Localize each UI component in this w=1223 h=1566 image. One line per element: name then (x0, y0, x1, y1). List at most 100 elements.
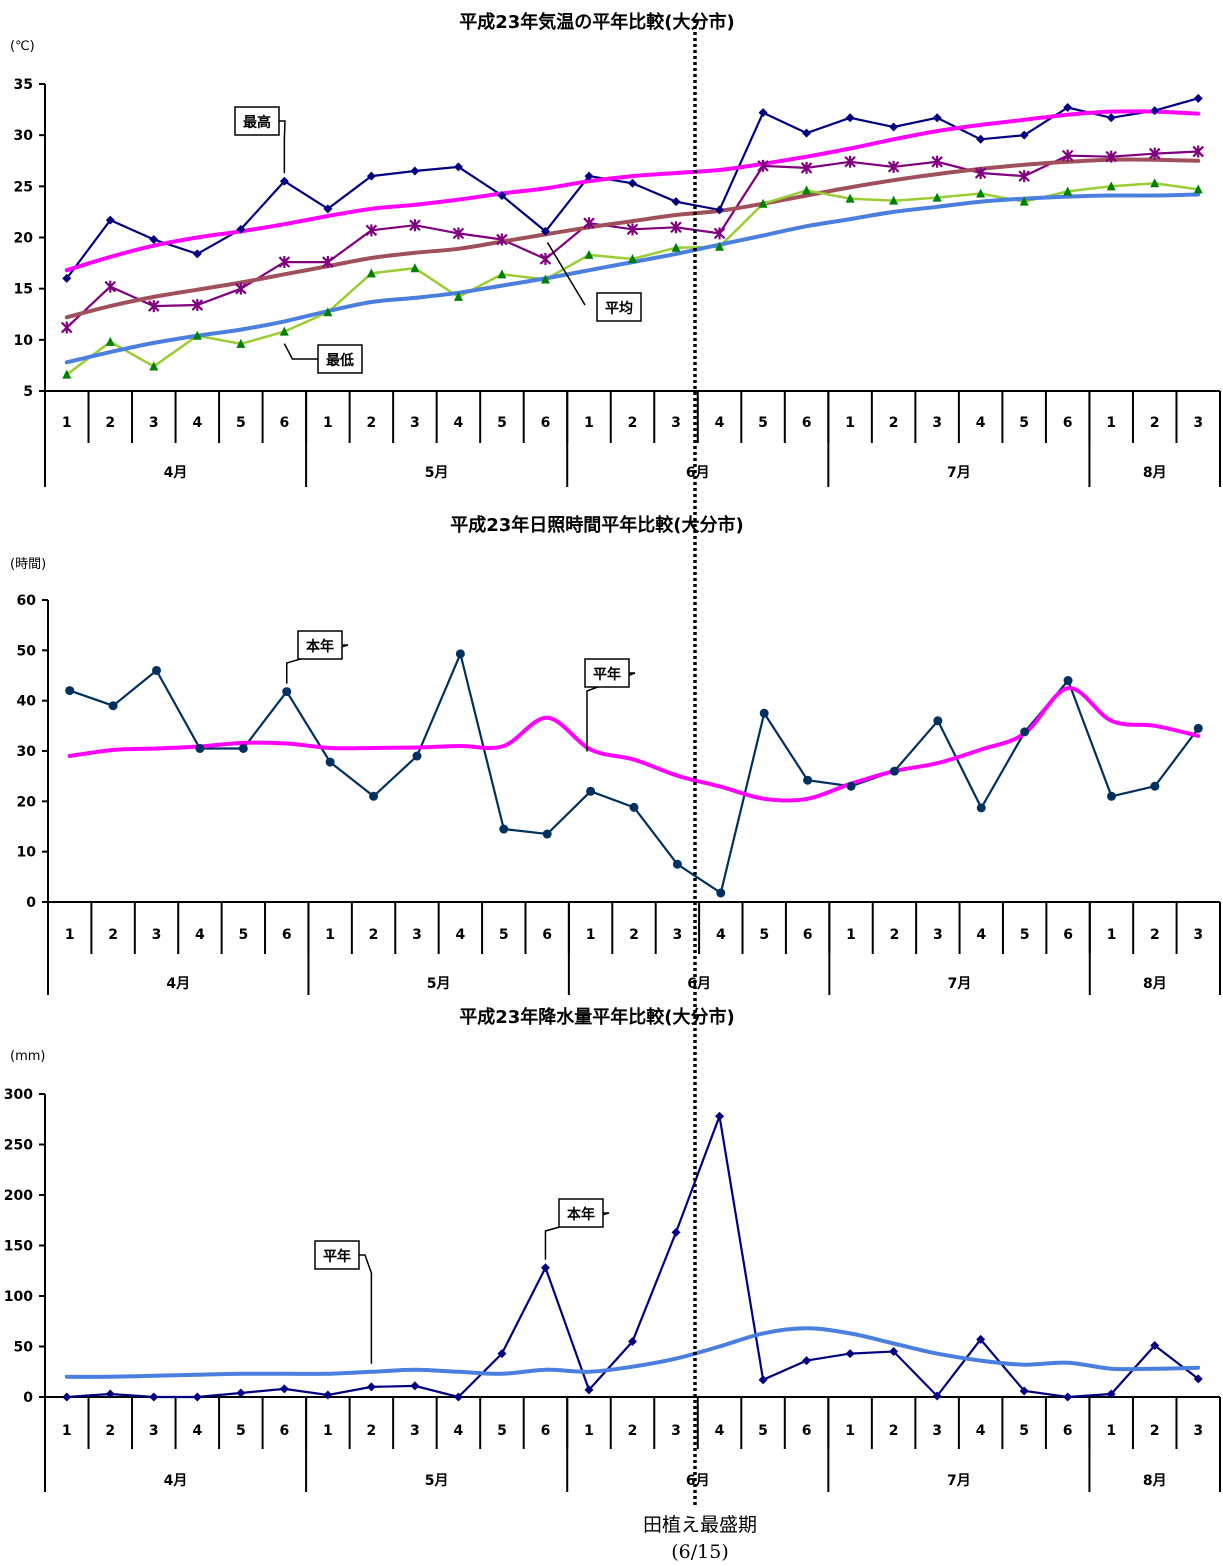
chart1-series5-point-12 (540, 274, 550, 284)
chart3-x-tick-label: 3 (671, 1423, 681, 1439)
chart3-series1-point-18 (802, 1356, 812, 1366)
chart1-series1-point-22 (976, 134, 986, 144)
chart1-series3-point-18 (800, 161, 813, 174)
callout-3-leader (283, 343, 318, 360)
chart2-series1-point-8 (369, 791, 379, 801)
chart1-x-tick-label: 4 (976, 415, 986, 431)
chart1-series5-point-11 (497, 269, 507, 279)
chart1-series1-point-16 (715, 205, 725, 215)
chart1-series2-line (64, 109, 1201, 273)
chart2-series1-point-17 (759, 708, 769, 718)
chart1-series1-point-1 (62, 273, 72, 283)
chart1-series1-point-11 (497, 191, 507, 201)
chart3-x-tick-label: 4 (976, 1423, 986, 1439)
chart1-series5-point-5 (236, 338, 246, 348)
callout-3-box (317, 344, 363, 374)
chart1-series1-point-8 (366, 171, 376, 181)
chart1-series5-point-7 (323, 307, 333, 317)
chart2-series2-line (67, 686, 1201, 803)
chart1-series5-point-2 (105, 336, 115, 346)
chart2-y-tick-label: 40 (17, 694, 37, 710)
chart1-series5-point-6 (279, 326, 289, 336)
chart1-series1-point-27 (1193, 93, 1203, 103)
chart3-x-tick-label: 3 (932, 1423, 942, 1439)
chart1-x-tick-label: 6 (279, 415, 289, 431)
chart2-series1-point-19 (846, 781, 856, 791)
chart3-series1-point-24 (1063, 1392, 1073, 1402)
chart3-y-axis-label: (mm) (10, 1049, 45, 1064)
chart2-x-tick-label: 1 (586, 927, 596, 943)
chart2-month-label: 8月 (1143, 976, 1167, 992)
chart2-x-tick-label: 2 (1150, 927, 1160, 943)
chart1-y-axis-label: (℃) (10, 39, 35, 54)
chart3-series1-point-5 (236, 1388, 246, 1398)
chart1-series5-point-17 (758, 198, 768, 208)
chart2-x-tick-label: 2 (369, 927, 379, 943)
chart1-x-tick-label: 4 (454, 415, 464, 431)
chart1-series1-point-9 (410, 166, 420, 176)
chart1-series5-point-3 (149, 361, 159, 371)
chart3-x-tick-label: 4 (192, 1423, 202, 1439)
chart3-x-tick-label: 1 (62, 1423, 72, 1439)
chart2-series1-point-24 (1063, 676, 1073, 686)
chart1-x-tick-label: 5 (758, 415, 768, 431)
chart1-series5-point-26 (1150, 178, 1160, 188)
chart1-series3-point-25 (1105, 150, 1117, 163)
chart2-x-tick-label: 2 (108, 927, 118, 943)
chart2-series1-point-4 (195, 743, 205, 753)
chart3-y-tick-label: 150 (4, 1239, 33, 1255)
chart2-y-axis-label: (時間) (10, 557, 46, 572)
chart2-x-tick-label: 2 (629, 927, 639, 943)
chart3-series1-point-19 (845, 1349, 855, 1359)
chart2-series1-point-20 (889, 766, 899, 776)
chart1-series3-point-16 (713, 227, 726, 240)
chart3-x-tick-label: 3 (1193, 1423, 1203, 1439)
chart2-series1-point-16 (716, 888, 726, 898)
chart3-series1-line (66, 1111, 1199, 1399)
chart1-series1-point-13 (584, 171, 594, 181)
chart2-x-tick-label: 3 (412, 927, 422, 943)
chart2-y-tick-label: 50 (17, 643, 37, 659)
chart1-series5-point-18 (802, 185, 812, 195)
chart2-x-tick-label: 4 (195, 927, 205, 943)
chart1-series3-point-1 (60, 321, 73, 334)
chart1-month-label: 5月 (425, 465, 449, 481)
chart2-series1-point-10 (455, 649, 465, 659)
chart2-x-tick-label: 5 (1020, 927, 1030, 943)
chart2-x-tick-label: 5 (759, 927, 769, 943)
chart2-x-tick-label: 5 (238, 927, 248, 943)
chart2-y-tick-label: 20 (17, 794, 37, 810)
chart2-y-tick-label: 60 (17, 593, 37, 609)
chart1-series5-point-14 (628, 253, 637, 263)
callout-5-label: 平年 (593, 666, 621, 683)
chart1-series1-point-15 (671, 197, 681, 207)
chart2-x-tick-label: 3 (1193, 927, 1203, 943)
chart3-series1-point-16 (715, 1111, 725, 1121)
chart1-series1-point-18 (802, 128, 812, 138)
chart1-series3-point-9 (409, 219, 421, 232)
callout-4-box (297, 630, 343, 660)
chart2-series1-point-15 (672, 859, 682, 869)
chart3-series1-point-27 (1193, 1374, 1203, 1384)
chart2-x-tick-label: 1 (325, 927, 335, 943)
chart1-x-tick-label: 1 (323, 415, 333, 431)
chart1-x-tick-label: 4 (715, 415, 725, 431)
chart3-series2-line (64, 1326, 1201, 1379)
chart3-x-tick-label: 2 (105, 1423, 115, 1439)
chart2-series1-point-1 (65, 686, 75, 696)
chart3-series1-point-9 (410, 1381, 420, 1391)
chart3-x-tick-label: 4 (454, 1423, 464, 1439)
chart1-series5-point-15 (671, 242, 681, 252)
chart1-series3-point-5 (235, 282, 247, 295)
chart3-x-tick-label: 3 (410, 1423, 420, 1439)
chart3-series1-point-13 (584, 1385, 594, 1395)
chart2-x-tick-label: 6 (1063, 927, 1073, 943)
chart1-series5-point-13 (584, 249, 594, 259)
rice-planting-date: (6/15) (671, 1541, 729, 1563)
chart2-x-tick-label: 6 (803, 927, 813, 943)
chart1-series5-point-10 (453, 291, 463, 301)
chart3-series1-point-10 (453, 1392, 463, 1402)
chart1-series1-point-6 (279, 176, 289, 186)
chart2-x-tick-label: 4 (716, 927, 726, 943)
callout-2-label: 平均 (605, 300, 633, 317)
